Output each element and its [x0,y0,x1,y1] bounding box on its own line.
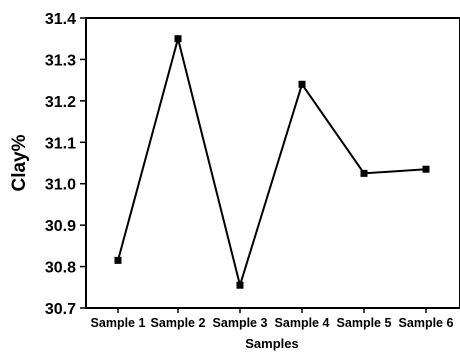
x-axis-title: Samples [245,336,298,351]
y-axis-title: Clay% [9,134,30,191]
series-line [117,34,427,289]
data-point [174,35,182,43]
y-axis-ticks: 30.7 30.8 30.9 31.0 31.1 31.2 31.3 31.4 [45,11,86,318]
y-tick-label: 31.0 [45,177,76,194]
data-point [298,80,306,88]
y-tick-label: 31.4 [45,11,76,28]
data-point [360,169,368,177]
data-point [422,165,430,173]
x-axis-ticks: Sample 1 Sample 2 Sample 3 Sample 4 Sample 5… [91,308,454,330]
y-tick-label: 31.3 [45,52,76,69]
y-tick-label: 30.9 [45,218,76,235]
y-tick-label: 30.7 [45,301,76,318]
data-point [114,256,122,264]
x-tick-label: Sample 6 [399,316,454,330]
y-tick-label: 31.2 [45,94,76,111]
x-tick-label: Sample 2 [151,316,206,330]
x-tick-label: Sample 4 [275,316,330,330]
x-tick-label: Sample 5 [337,316,392,330]
data-markers [114,35,430,289]
x-tick-label: Sample 3 [213,316,268,330]
x-tick-label: Sample 1 [91,316,146,330]
data-point [236,281,244,289]
y-tick-label: 31.1 [45,135,76,152]
y-tick-label: 30.8 [45,260,76,277]
plot-frame [85,17,460,309]
